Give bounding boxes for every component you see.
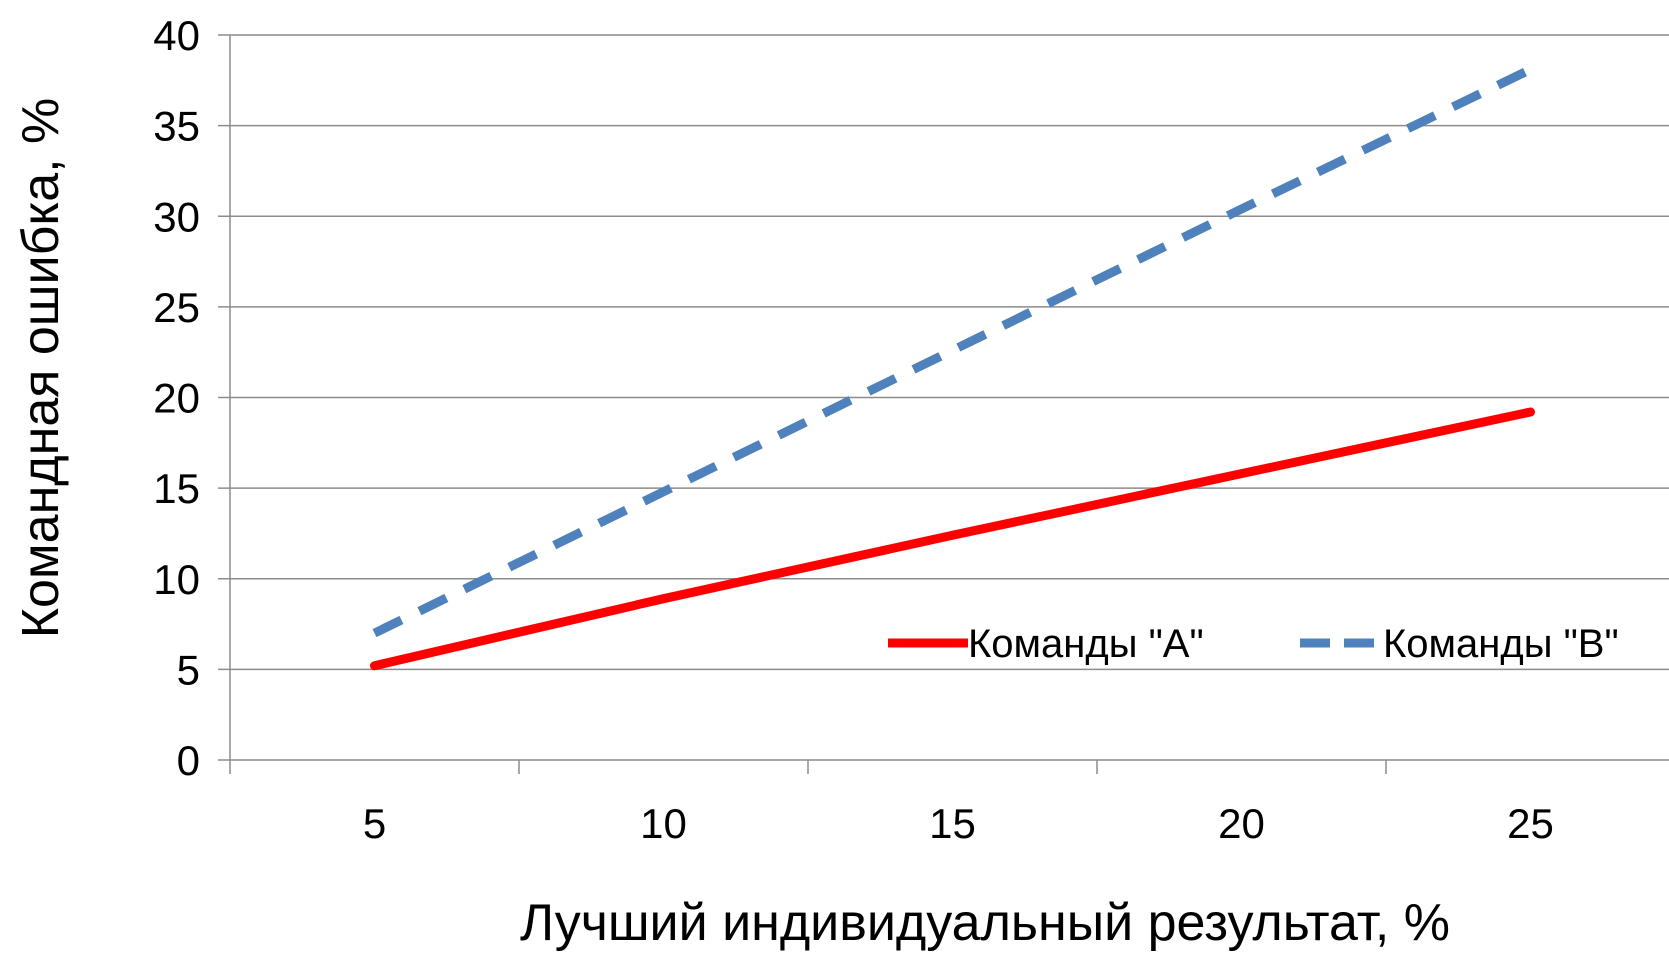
y-axis-title: Командная ошибка, %: [12, 98, 70, 639]
legend: Команды "A" Команды "B": [888, 622, 1619, 666]
x-tick-label: 15: [929, 800, 976, 847]
y-tick-label: 10: [153, 556, 200, 603]
y-tick-label: 25: [153, 284, 200, 331]
x-tick-label: 20: [1218, 800, 1265, 847]
y-tick-label: 20: [153, 375, 200, 422]
x-tick-label: 10: [640, 800, 687, 847]
legend-label-a: Команды "A": [968, 622, 1204, 666]
y-tick-label: 0: [177, 737, 200, 784]
x-tick-labels: 5 10 15 20 25: [363, 800, 1554, 847]
y-tick-label: 15: [153, 465, 200, 512]
y-tick-label: 5: [177, 646, 200, 693]
y-tick-label: 40: [153, 12, 200, 59]
series-line-b: [372, 65, 1533, 638]
gridlines: [230, 34, 1669, 671]
legend-label-b: Команды "B": [1383, 622, 1619, 666]
x-axis-title: Лучший индивидуальный результат, %: [520, 894, 1450, 952]
series-line-a: [370, 407, 1535, 671]
y-tick-label: 30: [153, 193, 200, 240]
x-tick-label: 5: [363, 800, 386, 847]
y-tick-label: 35: [153, 103, 200, 150]
series-lines: [370, 65, 1535, 671]
x-tick-label: 25: [1507, 800, 1554, 847]
axes: [218, 34, 1669, 774]
y-tick-labels: 0 5 10 15 20 25 30 35 40: [153, 12, 200, 784]
